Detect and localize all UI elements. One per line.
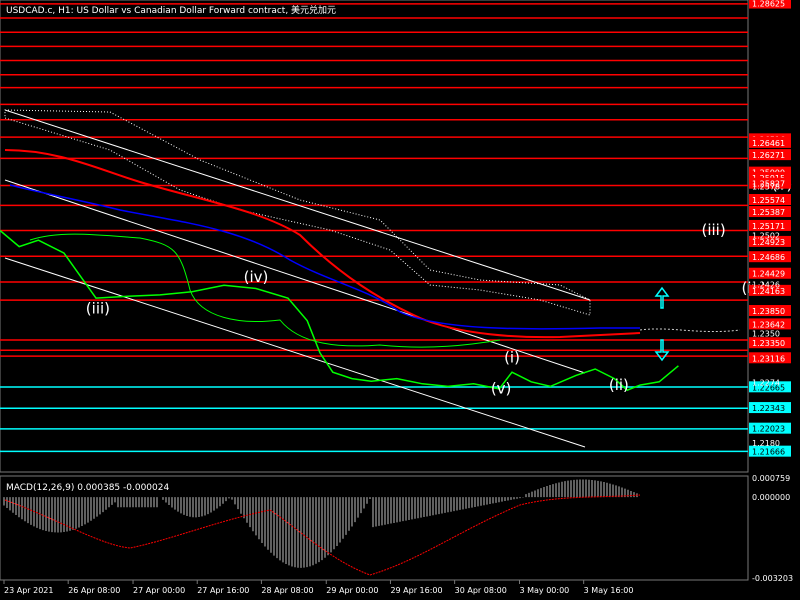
macd-signal-line	[4, 494, 641, 576]
level-lines	[0, 3, 748, 453]
support-label-1: 1.22343	[752, 404, 785, 413]
resistance-tag-5	[749, 172, 791, 184]
macd-panel: 0.000759 0.000000 -0.003203	[3, 474, 793, 583]
resistance-label-16: 1.23350	[752, 339, 785, 348]
price-tick-2: 1.2426	[752, 281, 780, 290]
support-tag-0	[749, 381, 791, 393]
lagging-line	[29, 233, 501, 348]
resistance-label-17: 1.23116	[752, 354, 785, 363]
resistance-label-15: 1.23642	[752, 320, 785, 329]
price-tick-5: 1.2180	[752, 439, 780, 448]
price-tick-3: 1.2350	[752, 330, 780, 339]
resistance-tag-6	[749, 177, 791, 189]
channel-upper	[4, 109, 591, 301]
resistance-label-8: 1.25387	[752, 208, 785, 217]
signal-arrows	[654, 286, 670, 362]
resistance-tag-0	[749, 0, 791, 9]
wave-label-0: (iii)	[86, 300, 110, 318]
time-tick-label-5: 29 Apr 00:00	[326, 586, 378, 595]
channel-middle	[4, 179, 586, 374]
price-tick-4: 1.2274	[752, 378, 780, 387]
wave-label-1: (iv)	[244, 268, 269, 286]
resistance-label-9: 1.25171	[752, 222, 785, 231]
macd-tick-1: 0.000000	[752, 493, 790, 502]
time-tick-label-8: 3 May 00:00	[519, 586, 569, 595]
macd-tick-2: -0.003203	[752, 574, 793, 583]
chart-title: USDCAD.c, H1: US Dollar vs Canadian Doll…	[6, 4, 336, 16]
support-tag-3	[749, 445, 791, 457]
trend-channel	[4, 109, 591, 448]
macd-plot-area	[0, 475, 749, 581]
resistance-tag-14	[749, 305, 791, 317]
support-label-2: 1.22023	[752, 425, 785, 434]
support-tag-1	[749, 402, 791, 414]
resistance-label-11: 1.24686	[752, 253, 785, 262]
time-tick-label-6: 29 Apr 16:00	[390, 586, 442, 595]
projection-line	[639, 328, 741, 333]
resistance-tag-11	[749, 251, 791, 263]
resistance-label-0: 1.28625	[752, 0, 785, 9]
macd-tick-0: 0.000759	[752, 474, 790, 483]
resistance-tag-7	[749, 194, 791, 206]
resistance-tag-10	[749, 235, 791, 247]
wave-label-5: (iii)	[701, 221, 725, 239]
resistance-tag-2	[749, 136, 791, 148]
main-plot-area	[0, 0, 749, 473]
price-line	[0, 229, 679, 392]
resistance-tag-15	[749, 318, 791, 330]
macd-title: MACD(12,26,9) 0.000385 -0.000024	[6, 483, 169, 493]
price-tick-0: 1.2578	[752, 183, 780, 192]
wave-label-2: (v)	[491, 379, 512, 397]
resistance-label-6: 1.25827	[752, 180, 785, 189]
time-tick-label-1: 26 Apr 08:00	[68, 586, 120, 595]
time-tick-label-9: 3 May 16:00	[584, 586, 634, 595]
down-arrow-icon	[654, 339, 670, 362]
resistance-label-3: 1.26271	[752, 151, 785, 160]
resistance-label-13: 1.24163	[752, 287, 785, 296]
support-label-3: 1.21666	[752, 448, 785, 457]
support-tag-2	[749, 422, 791, 434]
resistance-label-14: 1.23850	[752, 307, 785, 316]
wave-label-4: (ii)	[609, 376, 629, 394]
price-axis: 1.286251.265161.264611.262711.259991.259…	[749, 0, 791, 457]
resistance-tag-12	[749, 267, 791, 279]
moving-average-red	[4, 149, 641, 339]
resistance-label-2: 1.26461	[752, 139, 785, 148]
time-tick-label-0: 23 Apr 2021	[4, 586, 53, 595]
time-axis: 23 Apr 2021 26 Apr 08:00 27 Apr 00:00 27 Ap…	[3, 580, 634, 595]
support-label-0: 1.22665	[752, 383, 785, 392]
resistance-tag-8	[749, 206, 791, 218]
price-series	[0, 149, 741, 392]
resistance-tag-17	[749, 352, 791, 364]
wave-labels: (iii)(iv)(v)(i)(ii)(iii)(iv)(v)	[86, 175, 793, 397]
wave-label-3: (i)	[504, 349, 520, 367]
resistance-tag-16	[749, 337, 791, 349]
price-tick-1: 1.2502	[752, 232, 780, 241]
resistance-label-10: 1.24923	[752, 238, 785, 247]
resistance-tag-9	[749, 219, 791, 231]
resistance-tag-3	[749, 149, 791, 161]
moving-average-blue	[9, 184, 640, 330]
time-tick-label-7: 30 Apr 08:00	[455, 586, 507, 595]
resistance-label-7: 1.25574	[752, 196, 785, 205]
resistance-tag-13	[749, 284, 791, 296]
time-tick-label-3: 27 Apr 16:00	[197, 586, 249, 595]
resistance-label-12: 1.24429	[752, 270, 785, 279]
up-arrow-icon	[654, 286, 670, 309]
time-tick-label-4: 28 Apr 08:00	[261, 586, 313, 595]
time-tick-label-2: 27 Apr 00:00	[133, 586, 185, 595]
channel-lower	[4, 257, 586, 448]
